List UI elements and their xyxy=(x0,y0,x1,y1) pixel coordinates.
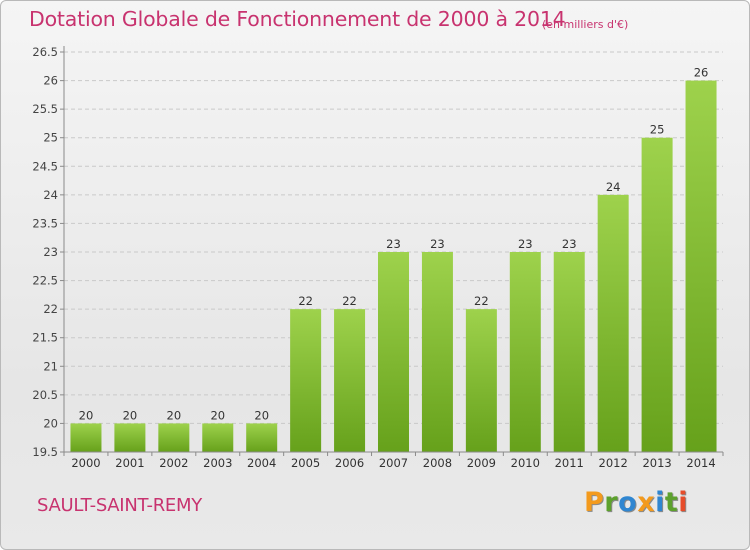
x-tick-label: 2009 xyxy=(467,456,496,470)
x-tick-label: 2005 xyxy=(291,456,320,470)
data-label: 22 xyxy=(298,294,313,308)
data-label: 22 xyxy=(474,294,489,308)
y-tick-label: 24 xyxy=(43,188,58,202)
logo-letter: i xyxy=(678,487,689,518)
y-tick-label: 24.5 xyxy=(32,159,58,173)
axes xyxy=(60,46,724,456)
y-tick-label: 23 xyxy=(43,245,58,259)
data-label: 22 xyxy=(342,294,357,308)
x-tick-label: 2000 xyxy=(71,456,100,470)
y-tick-label: 26 xyxy=(43,74,58,88)
bar xyxy=(246,423,278,452)
x-tick-label: 2012 xyxy=(599,456,628,470)
y-tick-label: 20 xyxy=(43,416,58,430)
y-tick-label: 22 xyxy=(43,302,58,316)
x-tick-label: 2013 xyxy=(642,456,671,470)
proxiti-logo: Proxiti xyxy=(584,487,688,518)
y-tick-label: 20.5 xyxy=(32,388,58,402)
y-tick-label: 25.5 xyxy=(32,102,58,116)
x-tick-label: 2001 xyxy=(115,456,144,470)
bar xyxy=(70,423,102,452)
x-tick-label: 2011 xyxy=(555,456,584,470)
y-tick-label: 23.5 xyxy=(32,216,58,230)
logo-letter: i xyxy=(655,487,665,518)
data-label: 20 xyxy=(167,408,182,422)
data-label: 23 xyxy=(562,237,577,251)
data-label: 25 xyxy=(650,123,665,137)
bar xyxy=(158,423,190,452)
data-label: 20 xyxy=(210,408,225,422)
logo-letter: t xyxy=(664,487,679,518)
bar xyxy=(421,252,453,452)
bar xyxy=(290,309,322,452)
logo-letter: P xyxy=(584,487,605,518)
chart-subtitle: (en milliers d'€) xyxy=(542,18,629,31)
x-tick-label: 2002 xyxy=(159,456,188,470)
bar xyxy=(114,423,146,452)
y-tick-label: 19.5 xyxy=(32,445,58,459)
bar xyxy=(378,252,409,452)
bar xyxy=(553,252,585,452)
logo-letter: o xyxy=(618,487,638,518)
data-label: 20 xyxy=(123,408,138,422)
bar xyxy=(465,309,497,452)
x-tick-label: 2014 xyxy=(686,456,715,470)
logo-letter: r xyxy=(604,487,619,518)
bar xyxy=(641,137,673,452)
data-label: 23 xyxy=(430,237,445,251)
data-label: 20 xyxy=(254,408,269,422)
bar xyxy=(509,252,541,452)
logo-letter: x xyxy=(637,487,656,518)
x-tick-label: 2004 xyxy=(247,456,276,470)
data-label: 23 xyxy=(518,237,533,251)
labels: 19.5 20 20.5 21 21.5 22 22.5 23 23.5 24 24.5 25 25.5… xyxy=(32,45,715,470)
y-tick-label: 22.5 xyxy=(32,274,58,288)
x-tick-label: 2006 xyxy=(335,456,364,470)
data-label: 24 xyxy=(606,180,621,194)
data-label: 23 xyxy=(386,237,401,251)
y-tick-label: 21 xyxy=(43,359,58,373)
bar xyxy=(597,194,629,452)
y-tick-label: 25 xyxy=(43,131,58,145)
bars xyxy=(70,80,717,453)
data-label: 26 xyxy=(694,66,709,80)
commune-name: SAULT-SAINT-REMY xyxy=(37,495,202,516)
y-tick-label: 21.5 xyxy=(32,331,58,345)
chart-title: Dotation Globale de Fonctionnement de 20… xyxy=(29,7,566,31)
bar xyxy=(202,423,234,452)
bar xyxy=(334,309,366,452)
x-tick-label: 2007 xyxy=(379,456,408,470)
y-tick-label: 26.5 xyxy=(32,45,58,59)
x-tick-label: 2003 xyxy=(203,456,232,470)
data-label: 20 xyxy=(79,408,94,422)
x-tick-label: 2008 xyxy=(423,456,452,470)
bar xyxy=(685,80,717,453)
x-tick-label: 2010 xyxy=(511,456,540,470)
